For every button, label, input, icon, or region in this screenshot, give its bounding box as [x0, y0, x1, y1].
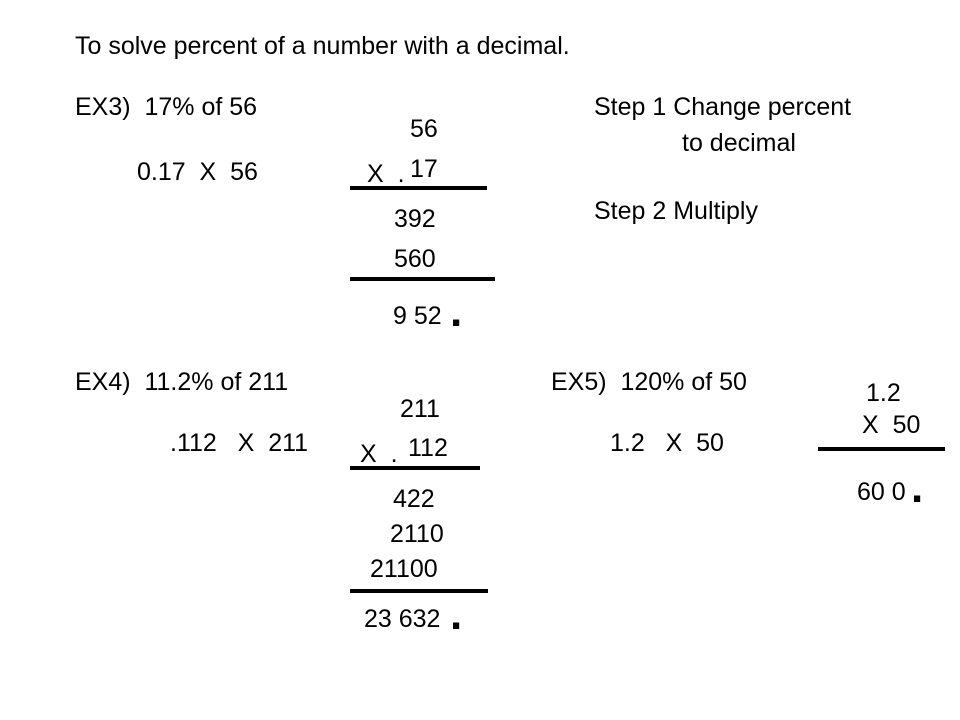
ex5-top: 1.2: [866, 379, 901, 407]
rule: [350, 277, 495, 281]
ex3-result: 9 52: [393, 302, 442, 330]
rule: [818, 447, 945, 451]
ex5-bottom: X 50: [862, 411, 921, 439]
ex4-setup: .112 X 211: [170, 429, 309, 457]
ex3-top: 56: [410, 115, 438, 143]
step: to decimal: [682, 129, 796, 157]
rule: [350, 589, 488, 593]
ex4-partial: 21100: [370, 555, 438, 583]
ex4-times: X .: [360, 440, 398, 468]
ex4-partial: 422: [393, 485, 435, 513]
decimal-point: .: [450, 287, 463, 336]
rule: [350, 466, 480, 470]
ex5-setup: 1.2 X 50: [610, 429, 724, 457]
ex4-heading: EX4) 11.2% of 211: [75, 368, 289, 396]
rule: [350, 186, 487, 190]
ex3-partial: 392: [394, 205, 436, 233]
ex4-bottom: 112: [408, 434, 448, 462]
ex4-result: 23 632: [364, 605, 441, 633]
ex3-bottom: 17: [410, 155, 438, 183]
ex5-heading: EX5) 120% of 50: [551, 368, 747, 396]
ex4-partial: 2110: [390, 520, 444, 548]
ex3-setup: 0.17 X 56: [137, 158, 258, 186]
step: Step 1 Change percent: [594, 93, 852, 121]
title: To solve percent of a number with a deci…: [75, 32, 570, 60]
decimal-point: .: [911, 463, 924, 512]
ex3-heading: EX3) 17% of 56: [75, 93, 258, 121]
ex3-times: X .: [367, 160, 405, 188]
ex3-partial: 560: [394, 245, 436, 273]
decimal-point: .: [450, 590, 463, 639]
step: Step 2 Multiply: [594, 197, 758, 225]
ex5-result: 60 0: [857, 478, 906, 506]
ex4-top: 211: [400, 395, 440, 423]
